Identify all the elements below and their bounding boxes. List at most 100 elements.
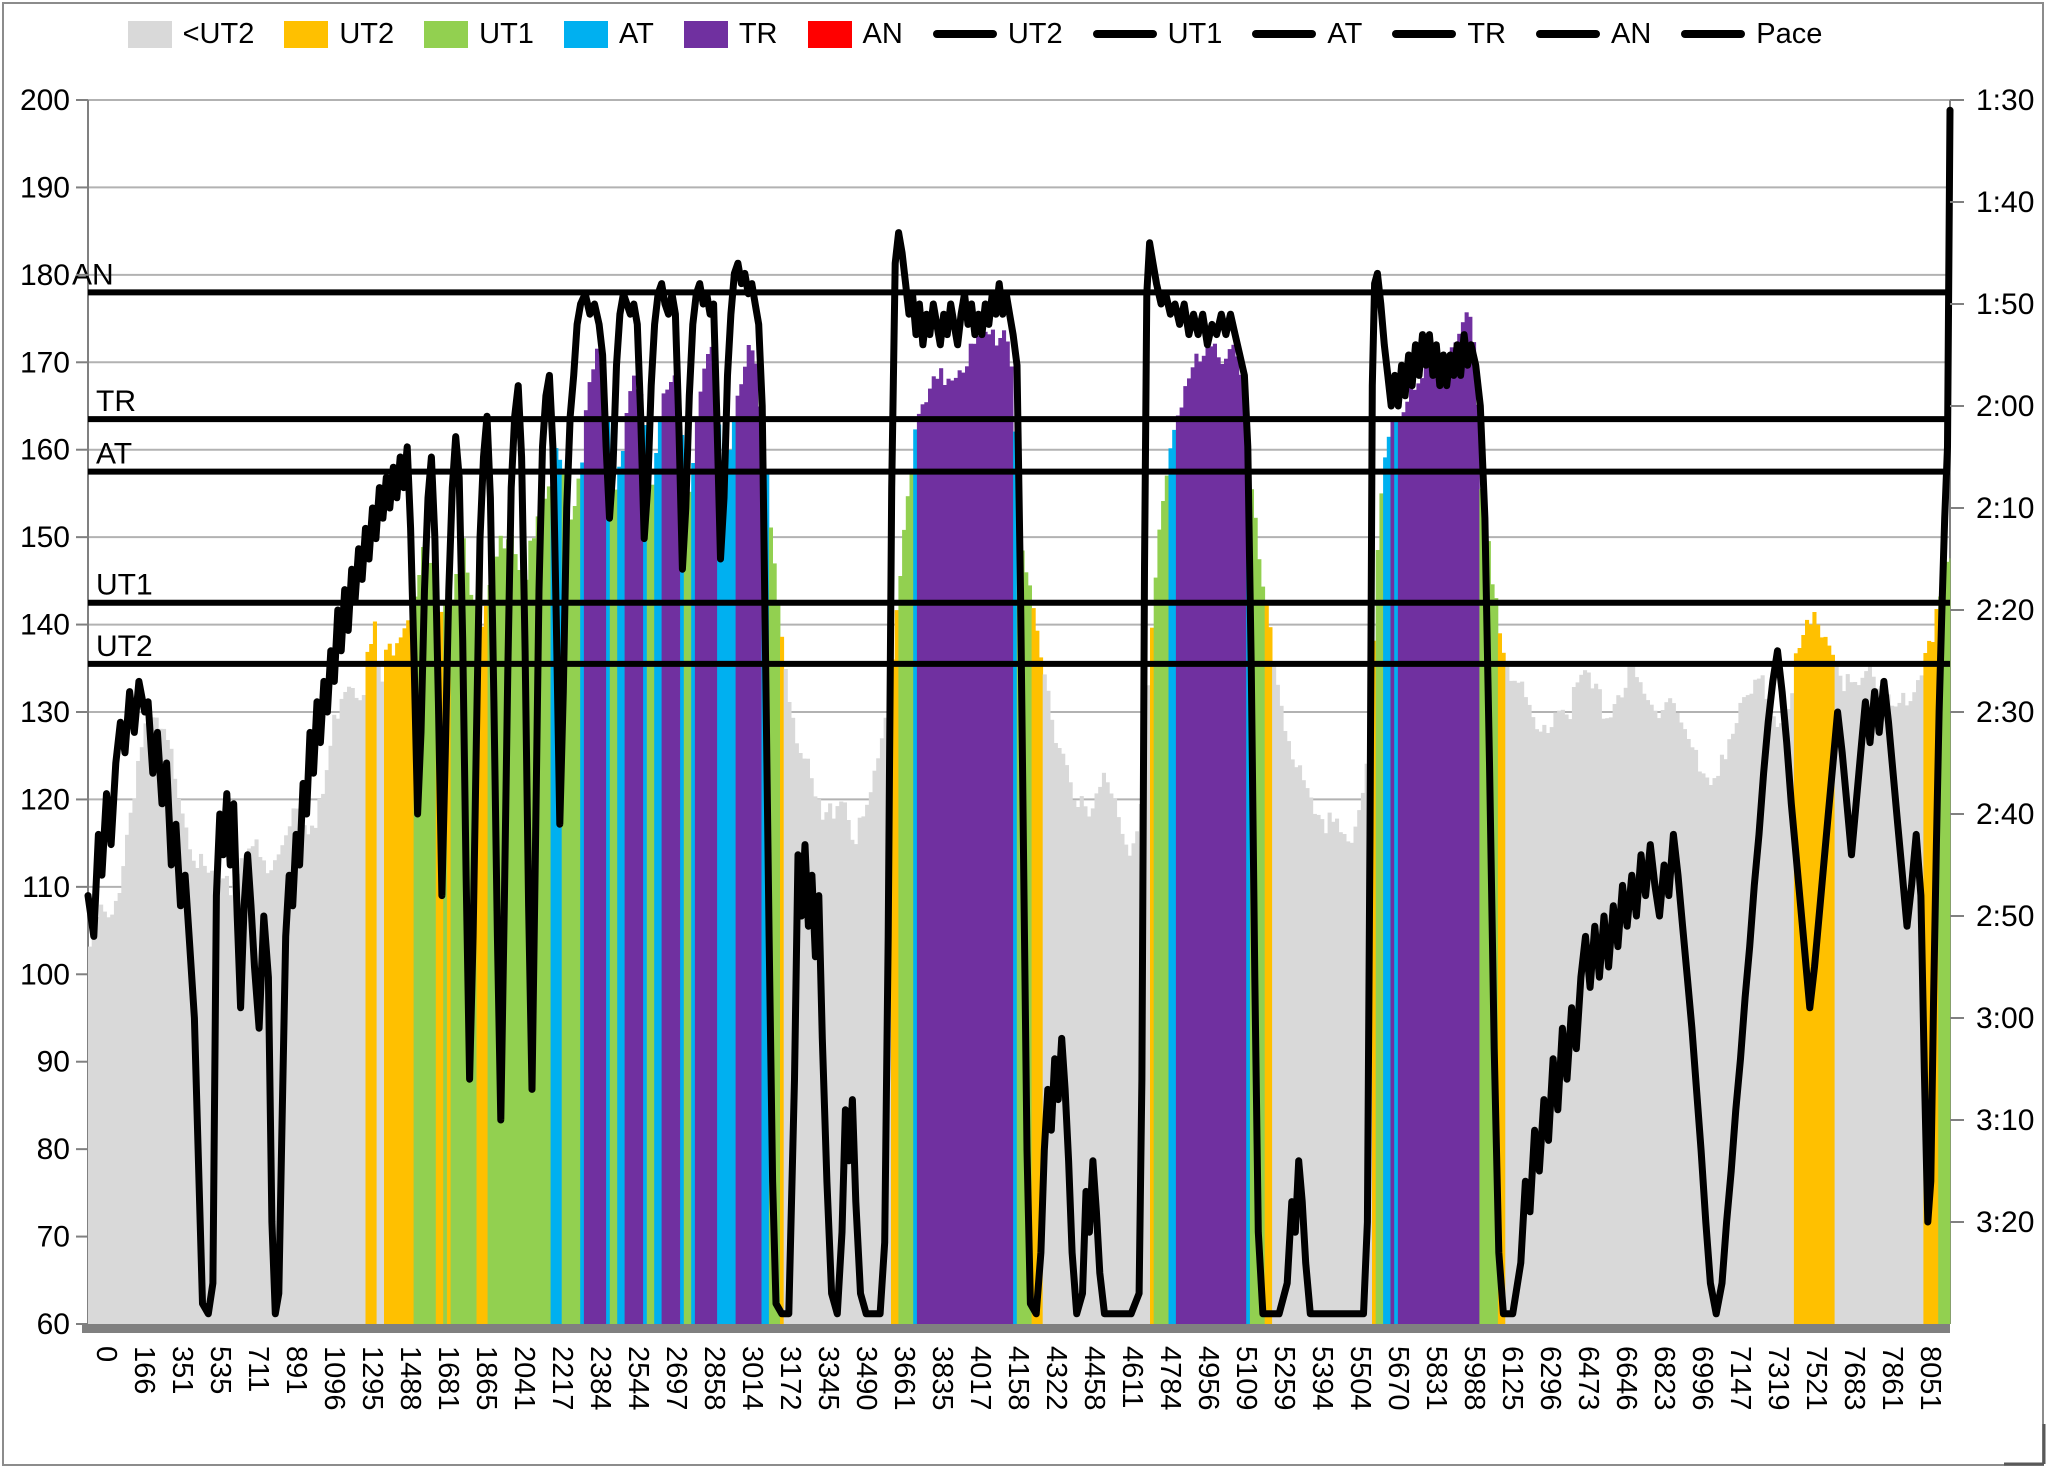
left-axis-label: 170 xyxy=(20,346,70,379)
x-axis-label: 5259 xyxy=(1268,1346,1300,1411)
left-axis-label: 120 xyxy=(20,783,70,816)
pace-line xyxy=(84,106,1954,1318)
left-axis-label: 100 xyxy=(20,958,70,991)
x-axis-label: 351 xyxy=(166,1346,198,1394)
right-axis-label: 2:40 xyxy=(1976,798,2034,831)
legend-label: AT xyxy=(1327,17,1363,50)
chart-legend: <UT2 UT2 UT1 AT TR AN UT2 UT1 AT TR AN Pace xyxy=(60,8,1890,60)
x-axis-label: 2858 xyxy=(698,1346,730,1411)
x-axis-label: 4158 xyxy=(1002,1346,1034,1411)
left-axis-label: 150 xyxy=(20,521,70,554)
legend-item-line-an[interactable]: AN xyxy=(1535,17,1652,51)
x-axis-label: 2384 xyxy=(584,1346,616,1411)
right-axis-label: 1:50 xyxy=(1976,288,2034,321)
x-axis-label: 3345 xyxy=(812,1346,844,1411)
x-axis-label: 6296 xyxy=(1534,1346,1566,1411)
legend-item-zone-tr[interactable]: TR xyxy=(683,17,778,51)
legend-item-line-ut1[interactable]: UT1 xyxy=(1092,17,1223,51)
x-axis-label: 6823 xyxy=(1648,1346,1680,1411)
x-axis-label: 5988 xyxy=(1458,1346,1490,1411)
right-axis-label: 2:50 xyxy=(1976,900,2034,933)
legend-label: UT1 xyxy=(479,17,534,50)
x-axis-label: 5394 xyxy=(1306,1346,1338,1411)
right-axis-label: 2:00 xyxy=(1976,390,2034,423)
right-axis-label: 1:30 xyxy=(1976,84,2034,117)
legend-line-swatch-icon xyxy=(1535,30,1600,38)
x-axis-label: 1295 xyxy=(356,1346,388,1411)
x-axis-label: 7147 xyxy=(1724,1346,1756,1411)
right-axis-label: 3:10 xyxy=(1976,1104,2034,1137)
zone-label-ut2: UT2 xyxy=(96,630,153,663)
legend-item-zone-at[interactable]: AT xyxy=(563,17,654,51)
x-axis-label: 5109 xyxy=(1230,1346,1262,1411)
x-axis-label: 5504 xyxy=(1344,1346,1376,1411)
right-axis-label: 2:20 xyxy=(1976,594,2034,627)
zone-label-ut1: UT1 xyxy=(96,569,153,602)
legend-item-line-ut2[interactable]: UT2 xyxy=(932,18,1063,51)
x-axis-label: 166 xyxy=(128,1346,160,1394)
x-axis-label: 891 xyxy=(280,1346,312,1394)
x-axis-label: 3835 xyxy=(926,1346,958,1411)
left-axis-label: 110 xyxy=(22,871,70,904)
right-axis-label: 3:00 xyxy=(1976,1002,2034,1035)
x-axis-label: 7683 xyxy=(1838,1346,1870,1411)
legend-label: AT xyxy=(618,17,654,50)
legend-line-swatch-icon xyxy=(1392,30,1457,38)
x-axis-label: 5670 xyxy=(1382,1346,1414,1411)
legend-swatch-icon xyxy=(127,20,172,48)
legend-item-zone-ut2[interactable]: UT2 xyxy=(284,18,394,51)
legend-label: <UT2 xyxy=(182,17,255,50)
x-axis-label: 4017 xyxy=(964,1346,996,1411)
x-axis-label: 6125 xyxy=(1496,1346,1528,1411)
x-axis-label: 4322 xyxy=(1040,1346,1072,1411)
x-axis-label: 711 xyxy=(242,1346,274,1392)
x-axis-label: 5831 xyxy=(1420,1346,1452,1411)
legend-item-zone-an[interactable]: AN xyxy=(807,18,903,51)
legend-swatch-icon xyxy=(563,20,608,48)
x-axis-label: 1865 xyxy=(470,1346,502,1411)
legend-item-line-pace[interactable]: Pace xyxy=(1681,18,1822,51)
x-axis-label: 7319 xyxy=(1762,1346,1794,1411)
legend-item-zone-lt-ut2[interactable]: <UT2 xyxy=(127,17,255,51)
right-axis-label: 1:40 xyxy=(1976,186,2034,219)
left-axis-label: 130 xyxy=(20,696,70,729)
legend-label: TR xyxy=(738,17,778,50)
x-axis-label: 2544 xyxy=(622,1346,654,1411)
x-axis-label: 2217 xyxy=(546,1346,578,1411)
left-axis-label: 180 xyxy=(20,259,70,292)
left-axis-label: 80 xyxy=(37,1133,70,1166)
left-axis-label: 160 xyxy=(20,434,70,467)
x-axis-label: 2041 xyxy=(508,1346,540,1411)
legend-label: UT2 xyxy=(339,17,395,50)
x-axis-label: 1096 xyxy=(318,1346,350,1411)
left-axis-label: 90 xyxy=(37,1046,70,1079)
legend-line-swatch-icon xyxy=(1092,30,1157,38)
legend-item-line-at[interactable]: AT xyxy=(1252,18,1362,51)
x-axis-label: 3661 xyxy=(888,1346,920,1411)
legend-swatch-icon xyxy=(807,20,852,48)
right-axis-label: 2:10 xyxy=(1976,492,2034,525)
legend-item-zone-ut1[interactable]: UT1 xyxy=(424,18,534,51)
x-axis-label: 3014 xyxy=(736,1346,768,1411)
legend-label: AN xyxy=(1610,17,1652,50)
legend-line-swatch-icon xyxy=(1252,30,1317,38)
legend-line-swatch-icon xyxy=(932,30,997,38)
legend-swatch-icon xyxy=(284,20,329,48)
left-axis-label: 70 xyxy=(37,1221,70,1254)
left-axis-label: 190 xyxy=(20,171,70,204)
x-axis-label: 7861 xyxy=(1876,1346,1908,1411)
legend-label: UT1 xyxy=(1167,17,1223,50)
x-axis-label: 6996 xyxy=(1686,1346,1718,1411)
x-axis-label: 1488 xyxy=(394,1346,426,1411)
legend-label: Pace xyxy=(1756,17,1823,50)
x-axis-label: 4458 xyxy=(1078,1346,1110,1411)
x-axis-label: 4784 xyxy=(1154,1346,1186,1411)
legend-item-line-tr[interactable]: TR xyxy=(1392,18,1506,51)
x-axis-label: 6646 xyxy=(1610,1346,1642,1411)
x-axis-label: 6473 xyxy=(1572,1346,1604,1411)
left-axis-label: 60 xyxy=(37,1308,70,1341)
hr-zone-bars xyxy=(88,312,1951,1325)
zone-label-at: AT xyxy=(96,438,132,471)
